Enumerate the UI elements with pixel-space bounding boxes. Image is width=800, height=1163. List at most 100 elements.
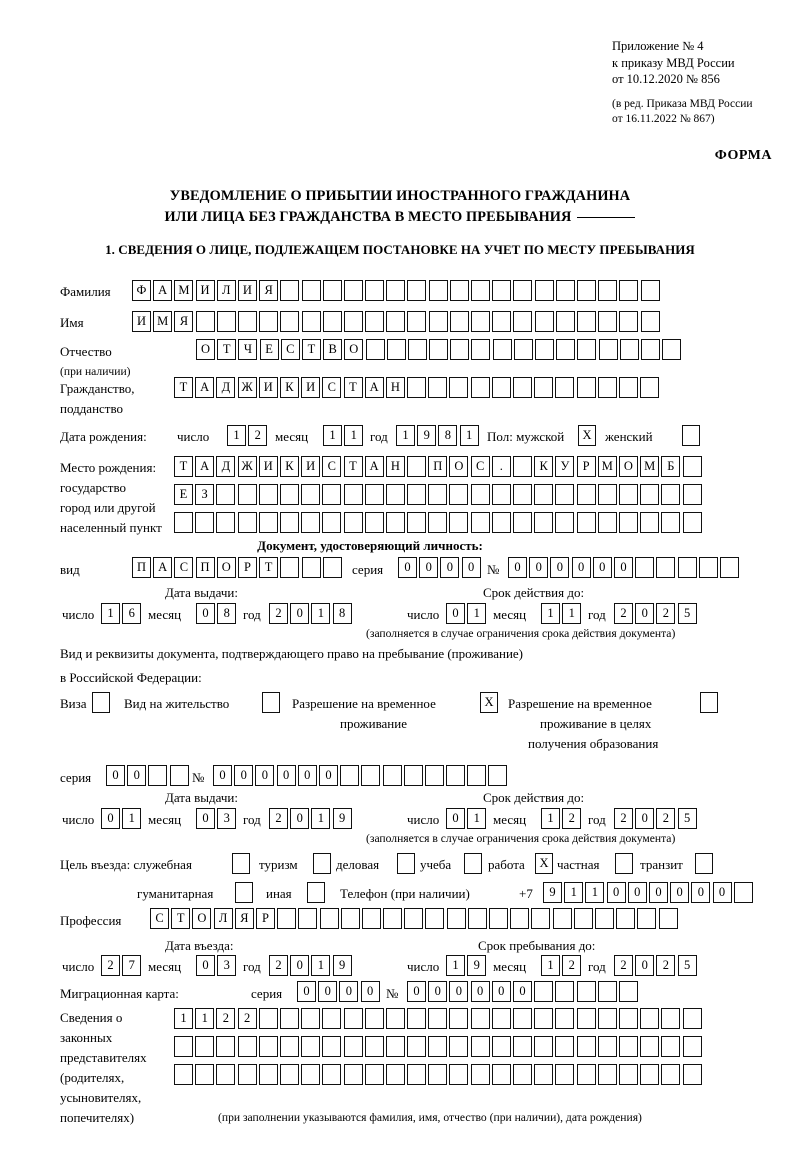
purpose-study-checkbox[interactable] bbox=[464, 853, 482, 874]
char-box[interactable]: 1 bbox=[541, 808, 560, 829]
char-box[interactable] bbox=[491, 1008, 511, 1029]
purpose-work-checkbox[interactable]: X bbox=[535, 853, 553, 874]
char-box[interactable] bbox=[258, 484, 278, 505]
purpose-official-checkbox[interactable] bbox=[232, 853, 250, 874]
char-box[interactable]: 1 bbox=[101, 603, 120, 624]
char-box[interactable]: 0 bbox=[339, 981, 359, 1002]
char-box[interactable] bbox=[556, 339, 576, 360]
char-box[interactable]: Р bbox=[255, 908, 275, 929]
char-box[interactable]: 0 bbox=[297, 981, 316, 1002]
char-box[interactable]: Р bbox=[237, 557, 257, 578]
char-box[interactable] bbox=[492, 280, 512, 301]
char-box[interactable]: 2 bbox=[237, 1008, 257, 1029]
char-box[interactable] bbox=[322, 484, 342, 505]
char-box[interactable]: Р bbox=[576, 456, 596, 477]
char-box[interactable]: 0 bbox=[196, 808, 215, 829]
char-box[interactable] bbox=[301, 1064, 321, 1085]
char-box[interactable]: 0 bbox=[491, 981, 511, 1002]
char-box[interactable]: 6 bbox=[122, 603, 142, 624]
char-box[interactable] bbox=[577, 339, 597, 360]
char-box[interactable] bbox=[719, 557, 739, 578]
char-box[interactable] bbox=[343, 311, 363, 332]
char-box[interactable] bbox=[449, 1036, 469, 1057]
char-box[interactable] bbox=[662, 339, 682, 360]
char-box[interactable] bbox=[555, 1064, 575, 1085]
char-box[interactable]: Ж bbox=[237, 377, 257, 398]
char-box[interactable] bbox=[365, 339, 385, 360]
char-box[interactable] bbox=[491, 1064, 511, 1085]
char-box[interactable]: 1 bbox=[195, 1008, 215, 1029]
char-box[interactable]: 3 bbox=[217, 808, 237, 829]
char-box[interactable] bbox=[682, 1036, 702, 1057]
char-box[interactable]: Д bbox=[216, 377, 236, 398]
char-box[interactable] bbox=[471, 280, 490, 301]
purpose-humanitarian-checkbox[interactable] bbox=[235, 882, 253, 903]
char-box[interactable] bbox=[576, 512, 596, 533]
char-box[interactable]: И bbox=[301, 377, 321, 398]
char-box[interactable] bbox=[301, 484, 321, 505]
char-box[interactable]: 0 bbox=[127, 765, 147, 786]
char-box[interactable] bbox=[322, 557, 342, 578]
char-box[interactable]: 2 bbox=[269, 808, 288, 829]
char-box[interactable]: 0 bbox=[428, 981, 448, 1002]
char-box[interactable] bbox=[343, 1036, 363, 1057]
char-box[interactable] bbox=[661, 1008, 681, 1029]
char-box[interactable] bbox=[513, 311, 533, 332]
char-box[interactable]: 8 bbox=[438, 425, 458, 446]
char-box[interactable]: 9 bbox=[332, 808, 352, 829]
char-box[interactable]: 0 bbox=[196, 603, 215, 624]
char-box[interactable] bbox=[365, 311, 385, 332]
char-box[interactable] bbox=[279, 484, 299, 505]
char-box[interactable]: 0 bbox=[297, 765, 317, 786]
char-box[interactable]: 2 bbox=[614, 603, 633, 624]
char-box[interactable] bbox=[616, 908, 636, 929]
char-box[interactable] bbox=[280, 280, 300, 301]
residence-permit-checkbox[interactable] bbox=[262, 692, 280, 713]
char-box[interactable] bbox=[277, 908, 297, 929]
char-box[interactable] bbox=[555, 512, 575, 533]
char-box[interactable]: 1 bbox=[311, 808, 331, 829]
char-box[interactable]: 0 bbox=[449, 981, 469, 1002]
char-box[interactable]: 0 bbox=[670, 882, 690, 903]
char-box[interactable]: И bbox=[301, 456, 321, 477]
char-box[interactable] bbox=[555, 1008, 575, 1029]
char-box[interactable] bbox=[407, 1008, 427, 1029]
char-box[interactable] bbox=[301, 1036, 321, 1057]
char-box[interactable] bbox=[682, 456, 702, 477]
char-box[interactable] bbox=[597, 1036, 617, 1057]
char-box[interactable] bbox=[382, 765, 402, 786]
char-box[interactable]: 2 bbox=[656, 603, 676, 624]
char-box[interactable] bbox=[467, 765, 487, 786]
birthplace-row3-boxes[interactable] bbox=[174, 512, 704, 533]
char-box[interactable] bbox=[491, 484, 511, 505]
char-box[interactable] bbox=[428, 311, 448, 332]
char-box[interactable] bbox=[385, 484, 405, 505]
char-box[interactable]: Т bbox=[301, 339, 321, 360]
char-box[interactable]: А bbox=[364, 377, 384, 398]
char-box[interactable] bbox=[576, 280, 596, 301]
char-box[interactable] bbox=[364, 1064, 384, 1085]
char-box[interactable]: 9 bbox=[467, 955, 487, 976]
char-box[interactable]: 2 bbox=[562, 955, 582, 976]
char-box[interactable] bbox=[597, 377, 617, 398]
char-box[interactable]: Я bbox=[259, 280, 279, 301]
legal-rep-row3-boxes[interactable] bbox=[174, 1064, 704, 1085]
char-box[interactable] bbox=[552, 908, 572, 929]
char-box[interactable] bbox=[555, 311, 575, 332]
char-box[interactable]: Т bbox=[171, 908, 191, 929]
char-box[interactable] bbox=[489, 908, 508, 929]
visa-checkbox[interactable] bbox=[92, 692, 110, 713]
char-box[interactable]: 0 bbox=[398, 557, 417, 578]
char-box[interactable] bbox=[258, 1036, 278, 1057]
char-box[interactable] bbox=[279, 1064, 299, 1085]
char-box[interactable] bbox=[407, 377, 427, 398]
char-box[interactable]: Т bbox=[217, 339, 237, 360]
char-box[interactable]: 0 bbox=[101, 808, 120, 829]
